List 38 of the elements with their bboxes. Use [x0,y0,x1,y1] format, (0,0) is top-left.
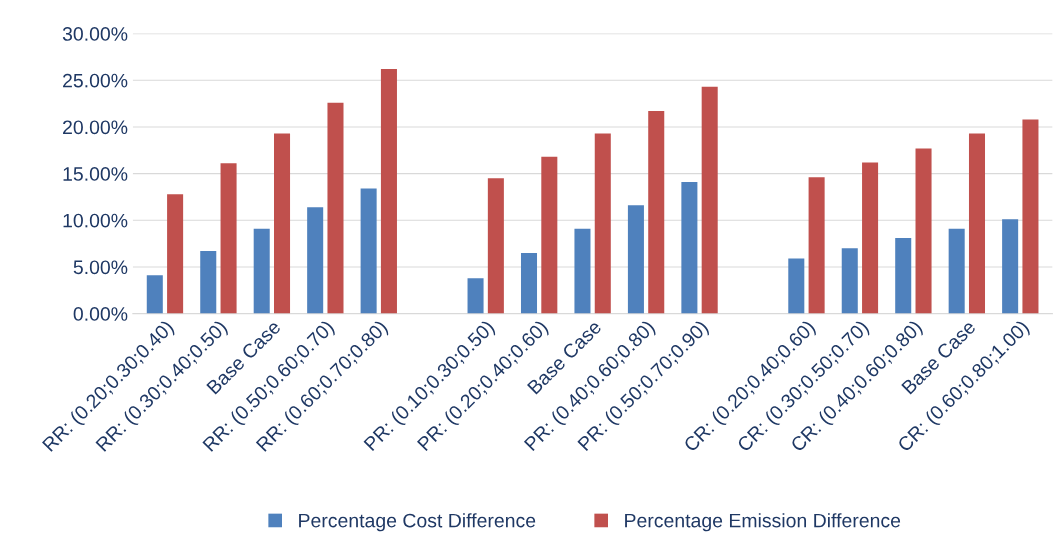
bar [360,188,377,314]
bar [915,148,932,314]
bar [274,133,291,314]
bar [808,177,825,314]
bar [895,238,912,314]
bar [574,228,591,314]
bar [380,69,397,314]
legend-label: Percentage Emission Difference [625,513,901,532]
bar [948,228,965,314]
bar [681,182,698,314]
bar [146,275,163,314]
bar [520,252,538,314]
legend-label: Percentage Cost Difference [299,513,536,532]
bar [594,133,611,314]
bar [220,163,237,314]
y-tick-label: 15.00% [63,167,128,181]
bar [541,156,558,314]
bar [167,194,184,314]
bar [701,86,718,314]
bar [487,178,504,314]
y-tick-label: 0.00% [73,307,128,321]
bar [253,228,270,314]
y-tick-label: 25.00% [63,73,128,88]
bar [467,278,484,314]
y-tick-label: 30.00% [62,27,128,41]
y-tick-label: 5.00% [73,260,128,275]
bar [968,133,986,314]
y-tick-label: 20.00% [63,120,128,135]
bar [327,102,344,314]
bar [200,251,217,314]
bar [1022,119,1039,314]
bar [307,207,324,314]
bar [862,162,879,314]
bar [648,111,665,314]
bar [627,205,644,314]
bar [788,258,805,314]
y-tick-label: 10.00% [63,213,128,228]
bar [841,248,858,314]
